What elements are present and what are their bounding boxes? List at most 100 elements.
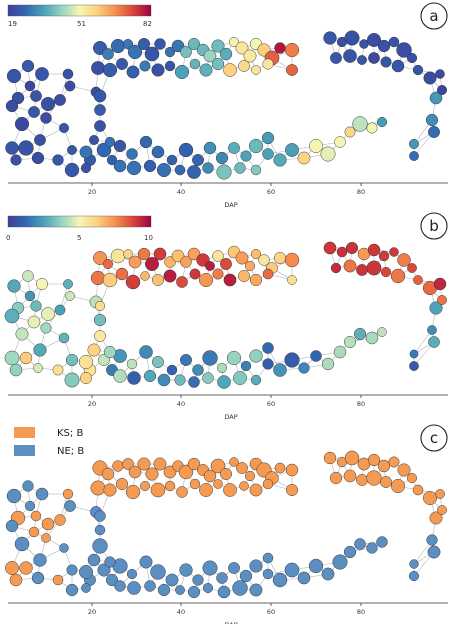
- network-b-node[interactable]: [366, 260, 382, 276]
- network-c-node[interactable]: [153, 457, 167, 471]
- network-a-node[interactable]: [137, 37, 151, 51]
- network-a-node[interactable]: [93, 89, 107, 103]
- network-c-node[interactable]: [62, 488, 74, 500]
- network-c-node[interactable]: [202, 582, 214, 594]
- network-b-node[interactable]: [145, 257, 159, 271]
- network-b-node[interactable]: [367, 243, 381, 257]
- network-b-node[interactable]: [24, 290, 36, 302]
- network-b-node[interactable]: [258, 254, 270, 266]
- network-b-node[interactable]: [33, 343, 47, 357]
- network-b-node[interactable]: [19, 351, 33, 365]
- network-a-node[interactable]: [59, 123, 69, 133]
- network-b-node[interactable]: [262, 268, 274, 280]
- network-b-node[interactable]: [41, 307, 55, 321]
- network-a-node[interactable]: [437, 85, 447, 95]
- network-a-node[interactable]: [64, 80, 76, 92]
- network-c-node[interactable]: [66, 564, 78, 576]
- network-b-node[interactable]: [153, 247, 167, 261]
- network-a-node[interactable]: [211, 57, 225, 71]
- network-a-node[interactable]: [151, 145, 165, 159]
- network-a-node[interactable]: [24, 80, 36, 92]
- network-b-node[interactable]: [4, 350, 20, 366]
- network-b-node[interactable]: [262, 358, 274, 370]
- network-a-node[interactable]: [164, 60, 176, 72]
- network-c-node[interactable]: [128, 465, 142, 479]
- network-a-node[interactable]: [262, 58, 274, 70]
- network-b-node[interactable]: [343, 335, 357, 349]
- network-b-node[interactable]: [94, 330, 106, 342]
- network-b-node[interactable]: [333, 345, 347, 359]
- network-c-node[interactable]: [97, 563, 111, 577]
- network-c-node[interactable]: [35, 487, 49, 501]
- network-b-node[interactable]: [4, 308, 20, 324]
- network-c-node[interactable]: [5, 519, 19, 533]
- network-b-node[interactable]: [126, 358, 138, 370]
- network-b-node[interactable]: [9, 363, 23, 377]
- network-b-node[interactable]: [389, 247, 399, 257]
- network-c-node[interactable]: [249, 559, 263, 573]
- network-b-node[interactable]: [128, 255, 142, 269]
- network-b-node[interactable]: [176, 276, 188, 288]
- network-b-node[interactable]: [212, 268, 224, 280]
- network-b-node[interactable]: [52, 364, 64, 376]
- network-c-node[interactable]: [262, 568, 274, 580]
- network-c-node[interactable]: [122, 458, 134, 470]
- network-a-node[interactable]: [187, 37, 201, 51]
- network-a-node[interactable]: [151, 63, 165, 77]
- network-c-node[interactable]: [390, 478, 406, 494]
- network-c-node[interactable]: [30, 510, 42, 522]
- network-c-node[interactable]: [139, 555, 153, 569]
- network-a-node[interactable]: [18, 140, 34, 156]
- network-a-node[interactable]: [406, 52, 418, 64]
- network-c-node[interactable]: [272, 572, 288, 588]
- network-a-node[interactable]: [425, 113, 439, 127]
- network-a-node[interactable]: [113, 139, 127, 153]
- network-b-node[interactable]: [238, 270, 250, 282]
- network-c-node[interactable]: [244, 470, 256, 482]
- network-c-node[interactable]: [321, 567, 335, 581]
- network-a-node[interactable]: [352, 116, 368, 132]
- network-a-node[interactable]: [284, 42, 300, 58]
- network-b-node[interactable]: [144, 370, 156, 382]
- network-a-node[interactable]: [166, 154, 178, 166]
- network-c-node[interactable]: [105, 573, 119, 587]
- network-c-node[interactable]: [239, 569, 253, 583]
- network-a-node[interactable]: [34, 134, 46, 146]
- network-c-node[interactable]: [366, 470, 382, 486]
- network-a-node[interactable]: [262, 148, 274, 160]
- network-a-node[interactable]: [388, 36, 400, 48]
- network-c-node[interactable]: [344, 450, 360, 466]
- network-b-node[interactable]: [174, 374, 186, 386]
- network-a-node[interactable]: [28, 106, 40, 118]
- network-b-node[interactable]: [217, 375, 231, 389]
- network-b-node[interactable]: [330, 262, 342, 274]
- network-b-node[interactable]: [58, 332, 70, 344]
- network-c-node[interactable]: [408, 570, 420, 582]
- network-a-node[interactable]: [67, 145, 77, 155]
- network-c-node[interactable]: [217, 585, 231, 599]
- network-b-node[interactable]: [33, 363, 43, 373]
- network-c-node[interactable]: [409, 559, 419, 569]
- network-a-node[interactable]: [192, 154, 204, 166]
- network-c-node[interactable]: [285, 483, 299, 497]
- network-c-node[interactable]: [94, 510, 106, 522]
- network-b-node[interactable]: [413, 275, 423, 285]
- network-c-node[interactable]: [397, 463, 411, 477]
- network-a-node[interactable]: [202, 162, 214, 174]
- network-a-node[interactable]: [126, 148, 138, 160]
- network-b-node[interactable]: [343, 259, 357, 273]
- network-c-node[interactable]: [41, 517, 55, 531]
- network-b-node[interactable]: [249, 349, 263, 363]
- network-b-node[interactable]: [437, 295, 447, 305]
- network-a-node[interactable]: [240, 150, 252, 162]
- network-c-node[interactable]: [203, 469, 217, 483]
- network-c-node[interactable]: [127, 581, 141, 595]
- network-a-node[interactable]: [367, 33, 381, 47]
- network-c-node[interactable]: [429, 511, 443, 525]
- network-b-node[interactable]: [125, 274, 141, 290]
- network-b-node[interactable]: [152, 356, 164, 368]
- network-a-node[interactable]: [228, 142, 240, 154]
- network-c-node[interactable]: [232, 580, 248, 596]
- network-b-node[interactable]: [94, 300, 106, 312]
- network-b-node[interactable]: [250, 374, 262, 386]
